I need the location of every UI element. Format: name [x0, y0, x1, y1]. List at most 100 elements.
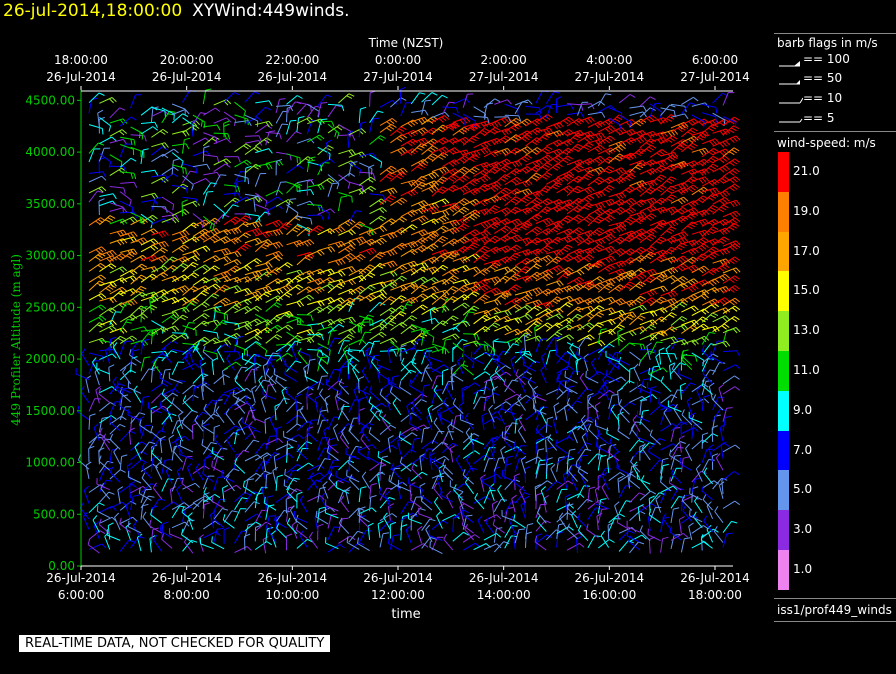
wind-barb: [92, 515, 100, 533]
wind-barb: [109, 336, 117, 354]
wind-barb: [88, 92, 105, 104]
wind-barb: [171, 314, 189, 325]
wind-barb: [181, 417, 194, 433]
wind-barb: [161, 459, 171, 475]
wind-barb: [168, 372, 183, 384]
wind-barb: [152, 482, 163, 500]
barb-5-icon: [779, 118, 803, 123]
wind-barb: [98, 518, 111, 534]
wind-barb: [88, 293, 107, 301]
wind-barb: [171, 397, 183, 413]
wind-barb: [130, 126, 144, 140]
speed-swatch: [778, 390, 789, 431]
wind-barb: [138, 487, 152, 501]
speed-swatch: [778, 550, 789, 590]
wind-barb: [151, 247, 168, 257]
wind-barb: [120, 248, 138, 256]
wind-barb: [159, 457, 173, 472]
wind-barb: [91, 357, 100, 375]
speed-swatch: [778, 311, 789, 351]
top-tick-time-label: 4:00:00: [586, 53, 632, 67]
y-axis-label: 449 Profiler Altitude (m agl): [9, 254, 23, 426]
x-tick-time-label: 18:00:00: [688, 588, 742, 602]
x-tick-date-label: 26-Jul-2014: [363, 571, 433, 585]
wind-barb: [119, 191, 132, 207]
wind-barb: [141, 472, 152, 489]
wind-barb: [119, 157, 137, 168]
wind-barb: [88, 274, 107, 283]
wind-barb: [151, 174, 169, 181]
speed-swatch: [778, 430, 789, 471]
wind-barb: [99, 263, 117, 272]
wind-barb: [159, 524, 173, 539]
wind-barb: [130, 263, 148, 274]
wind-barb: [161, 148, 179, 157]
wind-barb: [171, 262, 189, 273]
wind-barb: [127, 381, 142, 394]
wind-barb: [171, 274, 190, 283]
speed-swatch: [778, 351, 789, 391]
x-tick-time-label: 10:00:00: [265, 588, 319, 602]
wind-barb: [192, 465, 210, 475]
barb-legend-50: == 50: [803, 71, 843, 85]
x-tick-date-label: 26-Jul-2014: [46, 571, 116, 585]
wind-barb: [140, 244, 159, 253]
wind-barb: [129, 348, 142, 364]
speed-label: 3.0: [793, 522, 813, 537]
wind-barb: [134, 442, 142, 460]
wind-barb: [171, 297, 190, 305]
wind-barb: [105, 346, 111, 364]
wind-barb: [119, 200, 134, 214]
wind-barb: [112, 376, 121, 395]
y-tick-label: 2500.00: [25, 300, 75, 314]
wind-barb: [192, 411, 209, 423]
wind-barb: [119, 369, 137, 381]
wind-barb: [140, 338, 150, 355]
wind-barb: [148, 402, 162, 414]
wind-barb: [140, 238, 159, 246]
speed-swatch: [778, 191, 789, 232]
wind-barb: [99, 353, 117, 361]
wind-barb: [99, 249, 117, 258]
wind-barb: [176, 423, 183, 442]
wind-barb: [149, 296, 156, 314]
wind-barb: [128, 427, 135, 445]
wind-barb: [127, 470, 142, 484]
wind-barb: [119, 335, 138, 345]
wind-barb: [95, 385, 101, 404]
wind-barb: [140, 304, 158, 315]
wind-barb: [99, 153, 112, 168]
wind-barb: [171, 256, 190, 264]
wind-barb: [161, 392, 179, 403]
wind-barb: [120, 171, 137, 180]
wind-barb: [119, 454, 128, 471]
wind-barb: [140, 199, 159, 206]
wind-barb: [140, 169, 159, 176]
wind-barb: [168, 434, 175, 453]
wind-barb: [179, 448, 194, 460]
y-tick-label: 4000.00: [25, 145, 75, 159]
wind-barb: [140, 305, 148, 323]
wind-barb: [88, 124, 104, 135]
x-tick-time-label: 14:00:00: [477, 588, 531, 602]
wind-barb: [140, 126, 159, 135]
wind-barb: [120, 136, 136, 146]
wind-barb: [109, 416, 121, 432]
wind-barb: [182, 170, 197, 184]
wind-barb: [179, 439, 194, 453]
wind-barb: [161, 350, 177, 362]
wind-barb: [133, 385, 142, 403]
wind-barb: [140, 121, 158, 128]
speed-label: 5.0: [793, 482, 813, 497]
wind-barb: [151, 255, 169, 263]
wind-barb: [119, 361, 137, 372]
wind-barb: [176, 466, 183, 485]
wind-barb: [150, 366, 159, 383]
wind-barb: [109, 266, 128, 274]
wind-barb: [130, 274, 147, 285]
wind-barb: [98, 455, 111, 471]
wind-barb: [109, 335, 126, 346]
wind-barb: [106, 529, 121, 541]
wind-barb: [109, 202, 124, 214]
wind-barb: [99, 415, 117, 424]
